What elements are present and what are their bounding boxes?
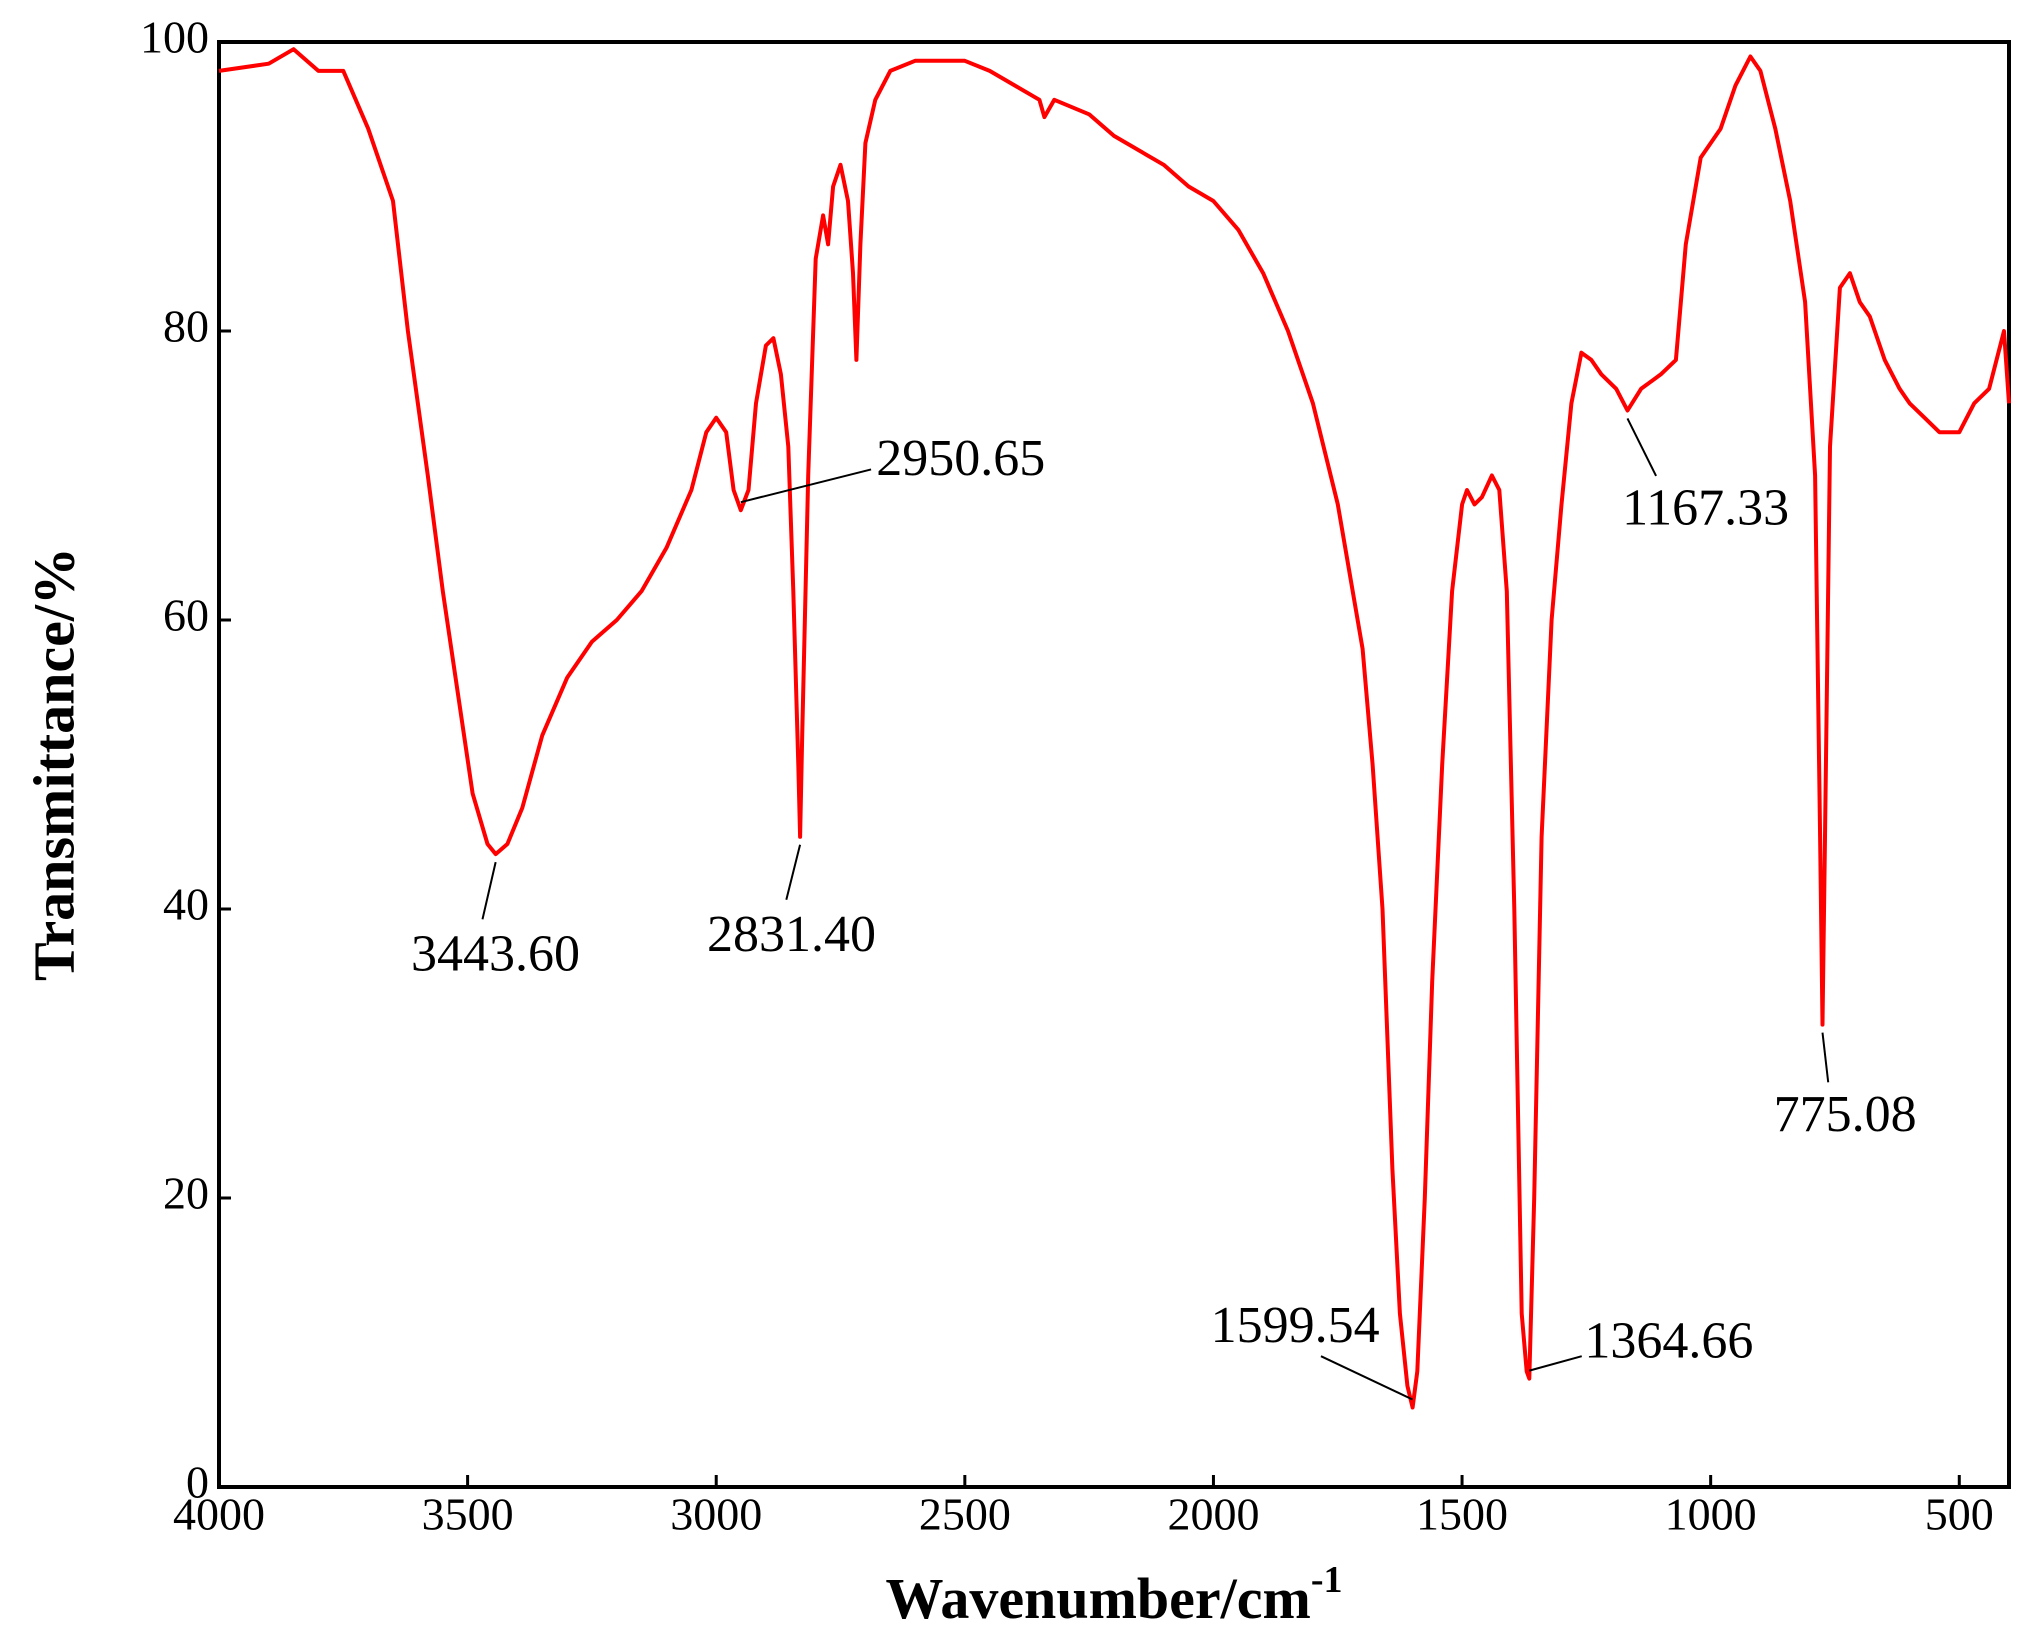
x-tick-label: 2000 [1167, 1489, 1259, 1540]
x-tick-label: 1500 [1416, 1489, 1508, 1540]
annotation-leader [1821, 1032, 1830, 1083]
annotation-leader [1320, 1355, 1413, 1401]
x-tick-label: 4000 [173, 1489, 265, 1540]
annotation-label: 1167.33 [1622, 479, 1789, 536]
y-tick-label: 0 [186, 1457, 209, 1508]
y-tick-label: 80 [163, 301, 209, 352]
y-tick-label: 40 [163, 879, 209, 930]
y-tick-label: 20 [163, 1168, 209, 1219]
annotation-label: 2950.65 [876, 430, 1045, 487]
annotation-label: 3443.60 [411, 925, 580, 982]
y-tick-label: 100 [140, 12, 209, 63]
annotation-label: 1599.54 [1211, 1297, 1380, 1354]
x-tick-label: 3000 [670, 1489, 762, 1540]
x-tick-label: 1000 [1665, 1489, 1757, 1540]
annotation-leader [740, 468, 872, 504]
x-tick-label: 500 [1925, 1489, 1994, 1540]
y-tick-label: 60 [163, 590, 209, 641]
spectrum-line [218, 47, 2011, 1410]
x-axis-title: Wavenumber/cm-1 [886, 1559, 1343, 1632]
annotation-leader [1529, 1355, 1583, 1372]
y-axis-title: Transmittance/% [21, 547, 86, 981]
x-axis-title-text: Wavenumber/cm [886, 1566, 1311, 1631]
annotation-leader [785, 844, 802, 901]
annotation-label: 1364.66 [1584, 1313, 1753, 1370]
annotation-label: 2831.40 [707, 906, 876, 963]
annotation-label: 775.08 [1774, 1086, 1917, 1143]
plot-frame [217, 40, 2011, 1489]
x-tick-label: 3500 [422, 1489, 514, 1540]
x-tick-label: 2500 [919, 1489, 1011, 1540]
annotation-leader [1626, 418, 1657, 477]
annotation-leader [481, 861, 497, 920]
x-axis-title-sup: -1 [1311, 1559, 1343, 1601]
